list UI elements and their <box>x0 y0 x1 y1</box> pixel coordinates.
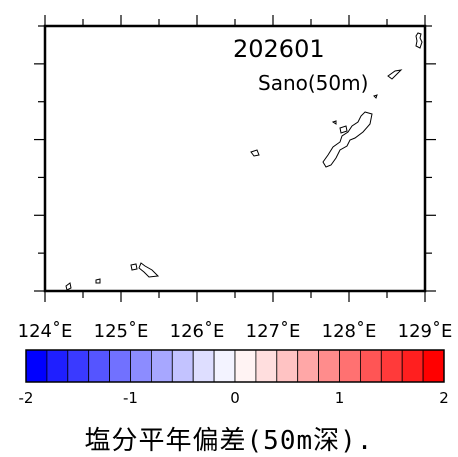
figure-caption: 塩分平年偏差(50m深). <box>84 426 374 456</box>
colorbar-bin <box>401 349 424 383</box>
axis-ticks <box>34 15 436 302</box>
island-small-4 <box>130 263 138 271</box>
colorbar-tick-label: 1 <box>335 389 345 407</box>
colorbar-bin <box>88 349 110 383</box>
colorbar-labels: -2 -1 0 1 2 <box>19 389 449 407</box>
station-label: Sano(50m) <box>258 71 368 95</box>
colorbar-tick-label: 2 <box>439 389 449 407</box>
colorbar-bin <box>130 349 152 383</box>
colorbar-bin <box>25 349 48 383</box>
colorbar-bin <box>213 349 236 383</box>
colorbar-bins <box>25 349 445 383</box>
colorbar-bin <box>192 349 215 383</box>
lon-tick-label: 126˚E <box>170 321 225 342</box>
island-amami-north <box>415 32 423 49</box>
colorbar-bin <box>380 349 403 383</box>
colorbar-tick-label: -1 <box>123 389 138 407</box>
lon-tick-label: 125˚E <box>94 321 149 342</box>
colorbar-tick-label: 0 <box>230 389 240 407</box>
colorbar: -2 -1 0 1 2 <box>19 349 449 407</box>
island-small-2 <box>339 125 348 134</box>
lon-tick-label: 128˚E <box>322 321 377 342</box>
date-label: 202601 <box>233 35 325 63</box>
island-kume <box>250 149 260 157</box>
map-frame <box>43 24 427 293</box>
lon-tick-label: 129˚E <box>398 321 453 342</box>
island-small-5 <box>95 278 101 284</box>
colorbar-bin <box>234 349 257 383</box>
island-small-3 <box>331 120 337 125</box>
colorbar-bin <box>276 349 299 383</box>
island-okinawa-north <box>322 111 373 168</box>
island-tokunoshima <box>387 69 403 80</box>
island-miyako <box>138 262 160 278</box>
colorbar-bin <box>255 349 278 383</box>
colorbar-frame <box>25 349 445 383</box>
lon-tick-label: 127˚E <box>246 321 301 342</box>
colorbar-bin <box>67 349 90 383</box>
map-panel: 202601 Sano(50m) 124˚E 125˚E 126˚E 127˚E 128… <box>18 15 453 342</box>
lon-tick-label: 124˚E <box>18 321 73 342</box>
coastline-islands <box>65 32 423 291</box>
island-small-1 <box>373 94 378 99</box>
colorbar-bin <box>171 349 194 383</box>
colorbar-bin <box>150 349 173 383</box>
island-yaeyama <box>65 282 72 291</box>
colorbar-bin <box>339 349 361 383</box>
longitude-labels: 124˚E 125˚E 126˚E 127˚E 128˚E 129˚E <box>18 321 453 342</box>
colorbar-bin <box>109 349 131 383</box>
colorbar-tick-label: -2 <box>19 389 34 407</box>
colorbar-bin <box>318 349 340 383</box>
colorbar-bin <box>297 349 320 383</box>
colorbar-bin <box>422 349 445 383</box>
colorbar-bin <box>359 349 382 383</box>
colorbar-bin <box>46 349 69 383</box>
